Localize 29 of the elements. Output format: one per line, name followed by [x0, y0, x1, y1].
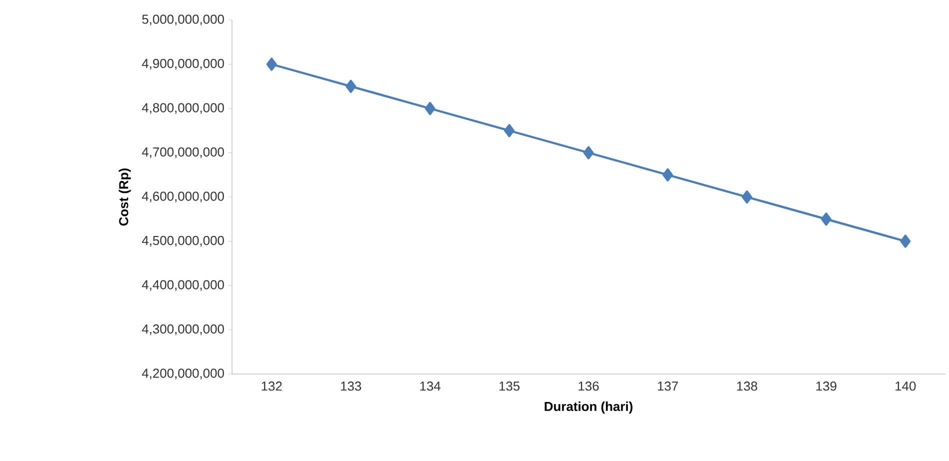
point	[742, 190, 752, 204]
x-tick-label: 133	[341, 382, 362, 391]
point	[266, 58, 277, 71]
y-tick-label: 4,700,000,000	[142, 147, 224, 158]
x-tick-label: 135	[499, 382, 520, 391]
y-tick-label: 4,300,000,000	[142, 324, 224, 336]
y-tick-label: 4,800,000,000	[142, 103, 224, 114]
point	[662, 168, 673, 182]
x-tick-label: 134	[420, 382, 440, 391]
x-tick-label: 140	[896, 382, 916, 391]
x-tick-label: 138	[737, 382, 758, 391]
point	[504, 124, 514, 138]
point	[583, 146, 594, 160]
point	[346, 80, 356, 93]
point	[900, 234, 911, 248]
y-tick-label: 4,200,000,000	[142, 368, 224, 380]
point	[820, 212, 832, 226]
x-tick-label: 136	[578, 382, 599, 391]
y-tick-label: 4,600,000,000	[142, 192, 224, 202]
x-tick-label: 132	[262, 382, 282, 391]
y-tick-label: 4,900,000,000	[142, 58, 224, 70]
y-tick-label: 4,500,000,000	[142, 236, 224, 247]
y-axis-title: Cost (Rp)	[118, 168, 131, 226]
x-tick-label: 139	[816, 382, 836, 391]
x-tick-label: 137	[658, 382, 678, 391]
y-tick-label: 4,400,000,000	[142, 280, 224, 291]
y-tick-label: 5,000,000,000	[142, 14, 224, 26]
x-axis-title: Duration (hari)	[544, 402, 632, 414]
point	[424, 102, 436, 116]
